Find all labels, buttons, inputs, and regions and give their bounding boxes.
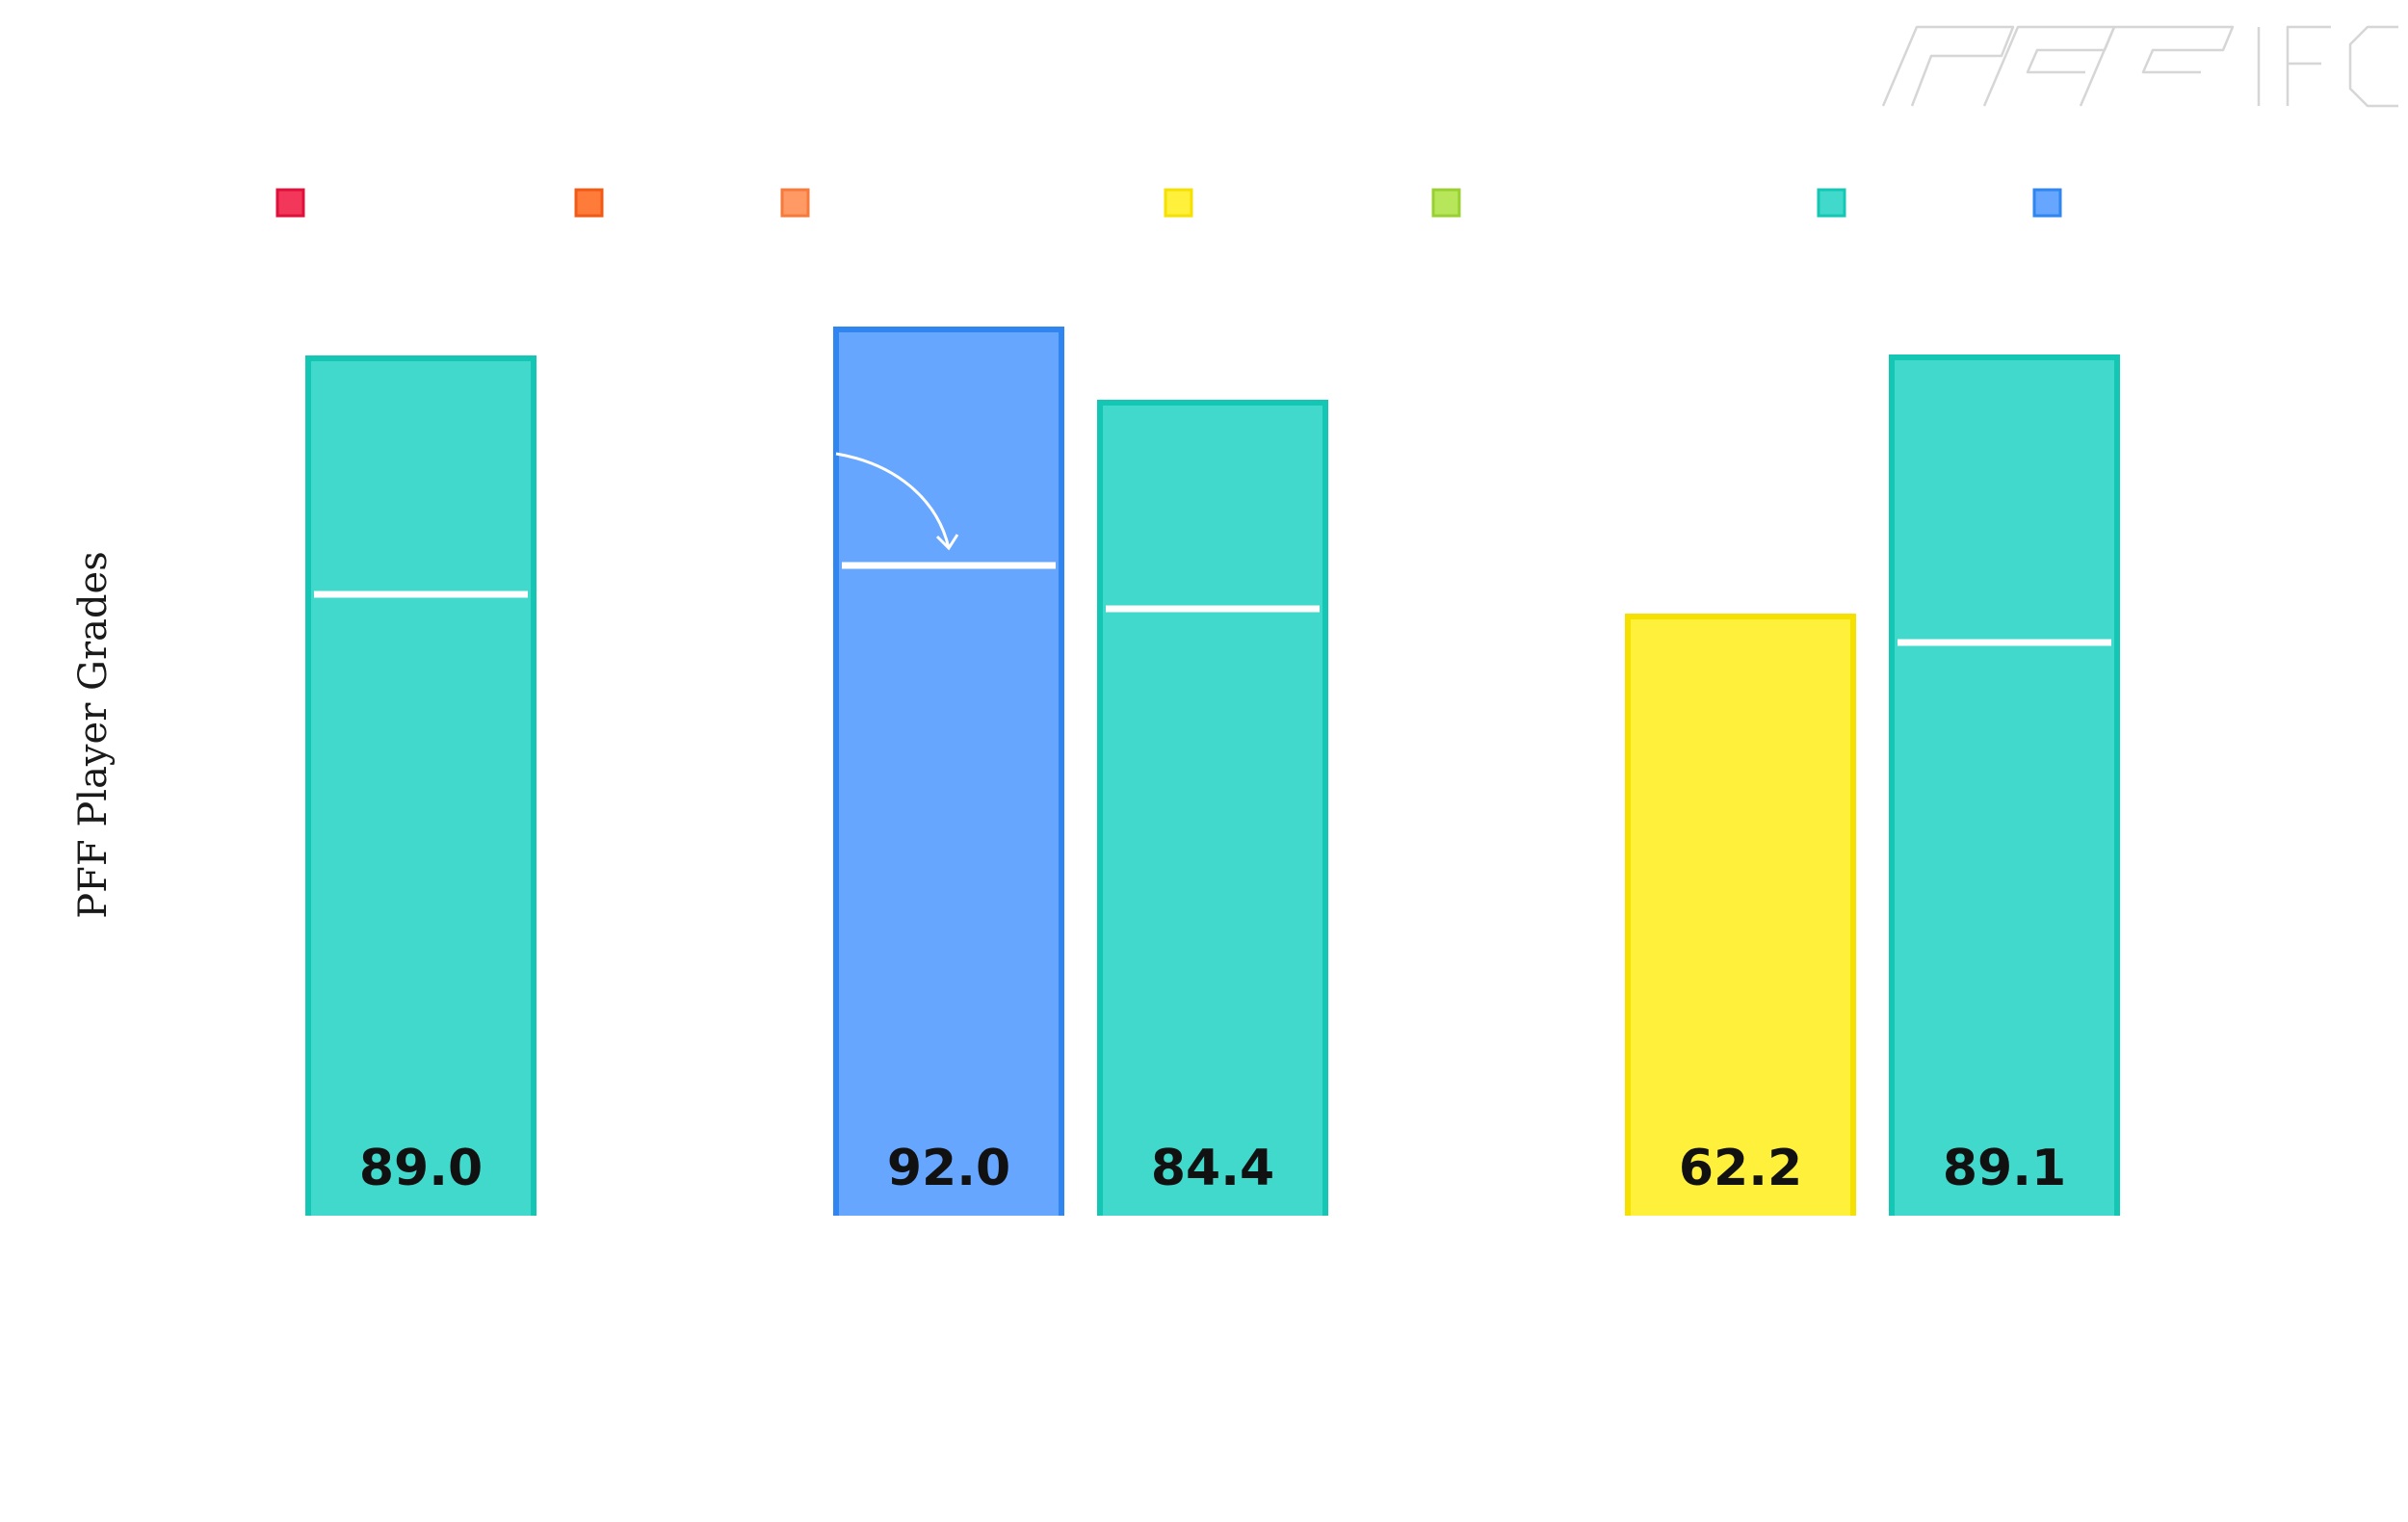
bar-outline-0 — [305, 355, 537, 1216]
bar-outline-3 — [1625, 614, 1856, 1216]
legend — [275, 188, 2062, 218]
bar-4 — [1892, 357, 2117, 1216]
bar-group-4: 89.1 — [1889, 354, 2120, 1216]
bar-0 — [308, 358, 534, 1216]
bar-outline-2 — [1097, 400, 1328, 1216]
bars: 89.0 92.0 84.4 62.2 89.1 — [305, 327, 2120, 1216]
annotation-arrowhead-icon — [935, 534, 959, 551]
logo-stroke-2 — [2079, 25, 2235, 107]
bar-outline-4 — [1889, 354, 2120, 1216]
bar-value-label-2: 84.4 — [1151, 1140, 1274, 1197]
bar-value-label-1: 92.0 — [887, 1140, 1010, 1197]
bar-3 — [1628, 617, 1853, 1216]
legend-swatch-4 — [1431, 188, 1461, 218]
annotation-arrow-icon — [835, 452, 951, 549]
legend-swatch-1 — [574, 188, 604, 218]
bar-2 — [1100, 403, 1325, 1216]
bar-outline-1 — [833, 327, 1064, 1216]
bar-group-3: 62.2 — [1625, 614, 1856, 1216]
bar-group-0: 89.0 — [305, 355, 537, 1216]
logo-stroke-1 — [1982, 25, 2116, 107]
legend-swatch-3 — [1164, 188, 1193, 218]
logo-stroke-5 — [2348, 25, 2398, 108]
bar-value-label-4: 89.1 — [1943, 1140, 2066, 1197]
legend-swatch-5 — [1817, 188, 1846, 218]
bar-1 — [836, 329, 1061, 1216]
bar-group-1: 92.0 — [833, 327, 1064, 1216]
logo-stroke-0 — [1881, 25, 2015, 107]
logo-stroke-4 — [2286, 25, 2331, 106]
legend-swatch-6 — [2032, 188, 2062, 218]
legend-swatch-0 — [275, 188, 305, 218]
bar-value-label-3: 62.2 — [1679, 1140, 1802, 1197]
bar-group-2: 84.4 — [1097, 400, 1328, 1216]
bar-value-label-0: 89.0 — [359, 1140, 483, 1197]
y-axis-label: PFF Player Grades — [71, 551, 116, 919]
pff-fc-logo-icon — [1881, 25, 2398, 108]
legend-swatch-2 — [780, 188, 810, 218]
